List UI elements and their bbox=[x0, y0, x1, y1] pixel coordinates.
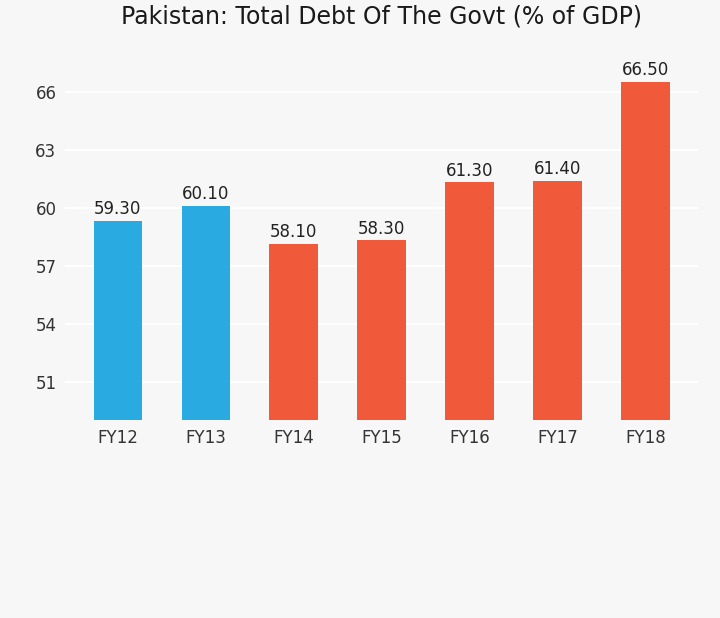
Text: 66.50: 66.50 bbox=[622, 61, 669, 79]
Text: 61.30: 61.30 bbox=[446, 161, 493, 180]
Text: 60.10: 60.10 bbox=[182, 185, 230, 203]
Bar bbox=[446, 182, 494, 618]
Text: 61.40: 61.40 bbox=[534, 159, 581, 177]
Bar bbox=[534, 180, 582, 618]
Bar bbox=[621, 82, 670, 618]
Bar bbox=[357, 240, 406, 618]
Title: Pakistan: Total Debt Of The Govt (% of GDP): Pakistan: Total Debt Of The Govt (% of G… bbox=[121, 5, 642, 29]
Bar bbox=[181, 206, 230, 618]
Text: 58.30: 58.30 bbox=[358, 219, 405, 237]
Bar bbox=[94, 221, 142, 618]
Bar bbox=[269, 244, 318, 618]
Text: 59.30: 59.30 bbox=[94, 200, 141, 218]
Text: 58.10: 58.10 bbox=[270, 224, 318, 242]
